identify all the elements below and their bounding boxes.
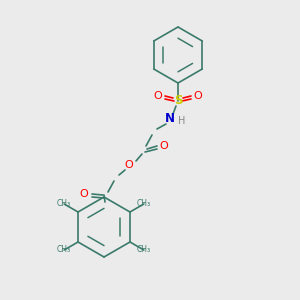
Text: N: N: [165, 112, 175, 125]
Text: CH₃: CH₃: [137, 245, 151, 254]
Text: CH₃: CH₃: [57, 200, 71, 208]
Text: CH₃: CH₃: [137, 200, 151, 208]
Text: H: H: [178, 116, 186, 126]
Text: O: O: [80, 189, 88, 199]
Text: O: O: [154, 91, 162, 101]
Text: O: O: [194, 91, 202, 101]
Text: S: S: [174, 94, 182, 107]
Text: O: O: [160, 141, 168, 151]
Text: O: O: [124, 160, 134, 170]
Text: CH₃: CH₃: [57, 245, 71, 254]
